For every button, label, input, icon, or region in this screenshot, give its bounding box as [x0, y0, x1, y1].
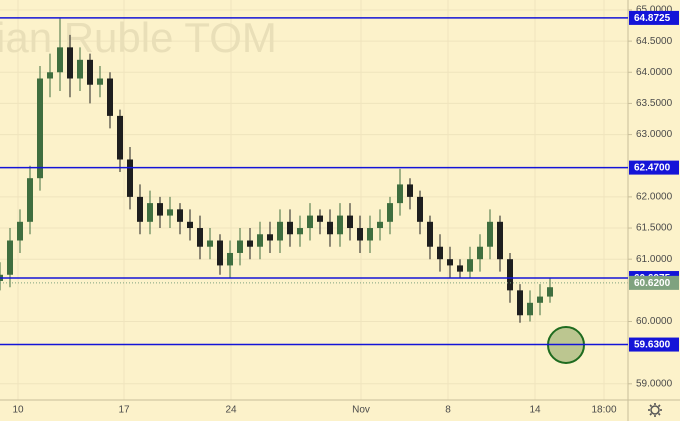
y-tick-label: 60.0000	[636, 316, 673, 327]
candle-body	[107, 78, 113, 116]
candle-body	[137, 196, 143, 222]
candle-body	[547, 287, 553, 297]
candle-body	[307, 215, 313, 229]
y-tick-label: 64.0000	[636, 67, 673, 78]
candle-body	[397, 184, 403, 204]
candle-body	[157, 203, 163, 216]
candle-body	[7, 240, 13, 275]
candle-body	[167, 209, 173, 216]
candle-body	[367, 228, 373, 241]
y-tick-label: 61.5000	[636, 223, 673, 234]
candle-body	[487, 221, 493, 247]
candle-body	[407, 184, 413, 197]
candle-body	[207, 240, 213, 247]
y-tick-label: 65.0000	[636, 5, 673, 16]
grid	[0, 0, 628, 400]
candle-body	[447, 259, 453, 266]
x-tick-label: 24	[225, 405, 237, 416]
price-axis: 65.0000 64.5000 64.0000 63.5000 63.0000 62.00…	[628, 5, 673, 389]
candle-body	[127, 159, 133, 197]
candle-body	[217, 240, 223, 266]
candle-body	[457, 265, 463, 272]
level-label-bg	[629, 160, 679, 175]
candle-body	[227, 252, 233, 266]
candle-body	[177, 209, 183, 222]
x-tick-label: 14	[529, 405, 541, 416]
level-label: 64.8725	[634, 13, 671, 24]
candle-body	[517, 290, 523, 316]
candle-body	[27, 178, 33, 222]
candle-body	[507, 259, 513, 291]
last-price-label: 60.6200	[634, 278, 671, 289]
candle-body	[77, 59, 83, 79]
candle-body	[297, 228, 303, 235]
y-tick-label: 63.5000	[636, 98, 673, 109]
candle-body	[317, 215, 323, 222]
candle-body	[527, 302, 533, 316]
candle-body	[17, 221, 23, 241]
settings-icon[interactable]	[648, 403, 662, 417]
candle-body	[47, 72, 53, 79]
y-tick-label: 64.5000	[636, 36, 673, 47]
y-tick-label: 61.0000	[636, 254, 673, 265]
candle-body	[497, 221, 503, 260]
y-tick-label: 59.0000	[636, 378, 673, 389]
x-tick-label: 8	[445, 405, 451, 416]
level-label-bg	[629, 10, 679, 25]
candle-body	[37, 78, 43, 179]
candle-body	[187, 221, 193, 229]
x-tick-label: 10	[12, 405, 24, 416]
candle-body	[277, 221, 283, 241]
candle-body	[537, 296, 543, 303]
candle-body	[377, 221, 383, 229]
candle-body	[87, 59, 93, 85]
candle-body	[327, 221, 333, 235]
candle-body	[117, 115, 123, 160]
level-label: 59.6300	[634, 340, 671, 351]
candle-body	[477, 246, 483, 260]
candle-body	[257, 234, 263, 247]
candle-body	[267, 234, 273, 241]
candle-body	[67, 47, 73, 79]
candle-body	[347, 215, 353, 229]
level-label-bg	[629, 337, 679, 352]
y-tick-label: 63.0000	[636, 129, 673, 140]
candle-body	[237, 240, 243, 253]
candle-body	[437, 246, 443, 260]
x-tick-label: Nov	[352, 405, 370, 416]
last-price-label-bg	[629, 275, 679, 290]
candle-body	[287, 221, 293, 235]
candle-body	[387, 203, 393, 222]
candle-body	[97, 78, 103, 85]
candle-body	[357, 228, 363, 241]
y-tick-label: 62.0000	[636, 192, 673, 203]
candle-body	[247, 240, 253, 247]
candle-body	[57, 47, 63, 73]
candle-body	[427, 221, 433, 247]
candle-body	[337, 215, 343, 235]
watermark: ian Ruble TOM	[0, 14, 277, 61]
x-tick-label: 18:00	[591, 405, 616, 416]
level-label: 62.4700	[634, 163, 671, 174]
x-tick-label: 17	[118, 405, 130, 416]
candle-body	[147, 203, 153, 222]
candle-body	[467, 259, 473, 272]
candle-body	[417, 196, 423, 222]
candle-body	[197, 228, 203, 247]
plot-area	[0, 18, 628, 323]
